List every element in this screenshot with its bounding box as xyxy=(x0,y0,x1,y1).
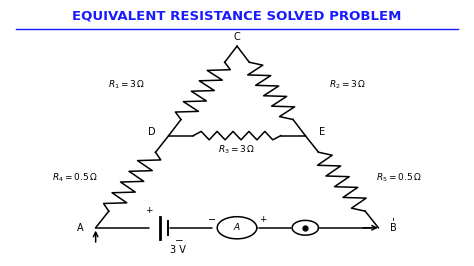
Text: $R_2 = 3\,\Omega$: $R_2 = 3\,\Omega$ xyxy=(329,78,366,90)
Text: D: D xyxy=(148,127,155,137)
Text: ': ' xyxy=(392,217,395,227)
Text: $R_4 = 0.5\,\Omega$: $R_4 = 0.5\,\Omega$ xyxy=(52,172,98,184)
Text: $R_1 = 3\,\Omega$: $R_1 = 3\,\Omega$ xyxy=(108,78,145,90)
Text: C: C xyxy=(234,32,240,42)
Text: +: + xyxy=(259,215,266,224)
Text: $R_3 = 3\,\Omega$: $R_3 = 3\,\Omega$ xyxy=(219,144,255,156)
Text: $R_5 = 0.5\,\Omega$: $R_5 = 0.5\,\Omega$ xyxy=(376,172,422,184)
Text: B: B xyxy=(390,223,397,233)
Text: −: − xyxy=(174,236,183,246)
Text: −: − xyxy=(208,215,216,225)
Text: E: E xyxy=(319,127,325,137)
Text: +: + xyxy=(145,206,153,215)
Text: 3 V: 3 V xyxy=(170,245,186,255)
Text: A: A xyxy=(77,223,84,233)
Text: A: A xyxy=(234,223,240,232)
Text: EQUIVALENT RESISTANCE SOLVED PROBLEM: EQUIVALENT RESISTANCE SOLVED PROBLEM xyxy=(73,9,401,22)
